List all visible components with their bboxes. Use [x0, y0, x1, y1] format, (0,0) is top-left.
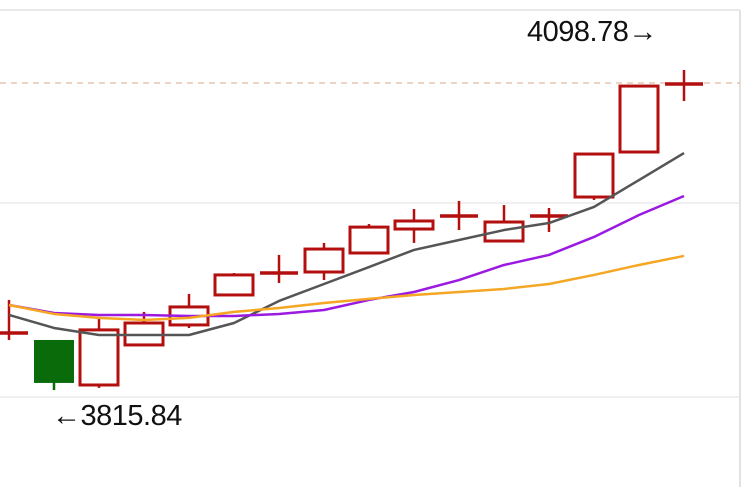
- candle-down: [34, 339, 74, 383]
- max-price-label: 4098.78→: [527, 16, 657, 48]
- candle-up: [483, 220, 525, 243]
- moving-average-line: [8, 254, 685, 322]
- min-price-label: ←3815.84: [52, 400, 182, 432]
- candle-up: [303, 247, 345, 274]
- candle-up: [618, 84, 660, 154]
- candle-up: [393, 219, 435, 231]
- candle-up: [573, 152, 615, 199]
- candle-up: [348, 225, 390, 255]
- moving-average-line: [8, 194, 685, 318]
- candle-up: [78, 328, 120, 387]
- moving-average-line: [8, 151, 685, 337]
- candle-up: [213, 273, 255, 297]
